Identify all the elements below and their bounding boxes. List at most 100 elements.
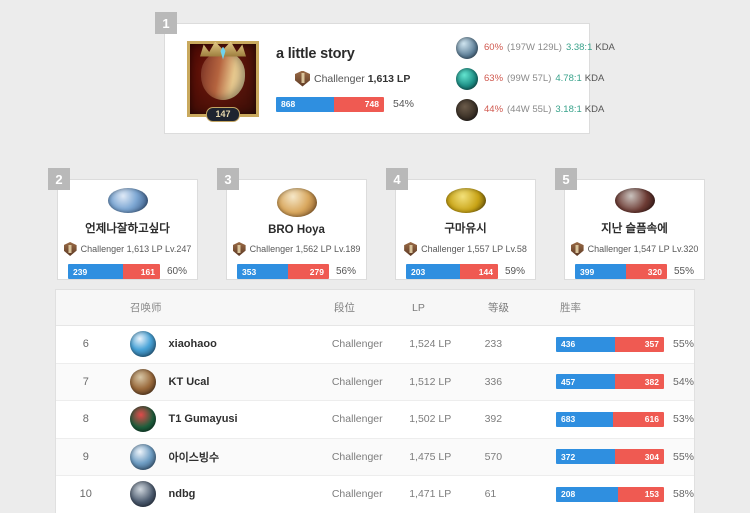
- tier-text: Challenger 1,613 LP: [314, 73, 410, 85]
- summoner-name[interactable]: 언제나잘하고싶다: [85, 223, 170, 235]
- summoner-name[interactable]: 지난 슬픔속에: [601, 223, 668, 235]
- summoner-name[interactable]: 구마유시: [444, 223, 487, 235]
- winloss-bar: 399 320: [574, 264, 667, 279]
- wins-segment: 203: [405, 264, 460, 279]
- wins-segment: 208: [555, 486, 619, 502]
- winrate-percent: 54%: [393, 98, 415, 110]
- rank-3-card[interactable]: BRO Hoya Challenger 1,562 LP Lv.189 353 …: [226, 179, 367, 280]
- rank-4-card[interactable]: 구마유시 Challenger 1,557 LP Lv.58 203 144 5…: [395, 179, 536, 280]
- row-summoner-name[interactable]: ndbg: [168, 488, 196, 501]
- champion-kda: 4.78:1: [555, 73, 582, 84]
- row-summoner-name[interactable]: KT Ucal: [168, 375, 210, 388]
- table-row[interactable]: 8 T1 Gumayusi Challenger 1,502 LP 392 68…: [56, 401, 694, 439]
- header-level[interactable]: 等级: [488, 302, 509, 314]
- table-row[interactable]: 7 KT Ucal Challenger 1,512 LP 336 457 38…: [56, 363, 694, 401]
- summoner-avatar-icon: [129, 406, 156, 433]
- summoner-avatar-icon: [276, 188, 317, 217]
- rank-5-card-wrapper[interactable]: 5 지난 슬픔속에 Challenger 1,547 LP Lv.320 399…: [555, 168, 705, 280]
- row-rank: 9: [82, 450, 89, 463]
- wins-segment: 436: [555, 336, 616, 352]
- champion-record: (44W 55L): [507, 104, 552, 115]
- champion-stats-list: 60% (197W 129L) 3.38:1 KDA 63% (99W 57L)…: [456, 36, 615, 121]
- row-summoner[interactable]: xiaohaoo: [116, 331, 332, 358]
- row-tier: Challenger: [331, 375, 383, 388]
- row-tier: Challenger: [331, 338, 383, 351]
- winrate-percent: 54%: [672, 375, 694, 388]
- losses-segment: 357: [615, 336, 664, 352]
- winloss-bar: 457 382: [555, 374, 664, 390]
- row-summoner[interactable]: KT Ucal: [116, 368, 332, 395]
- losses-segment: 304: [615, 449, 664, 465]
- row-level: 570: [484, 450, 503, 463]
- header-tier[interactable]: 段位: [334, 302, 355, 314]
- row-summoner-name[interactable]: T1 Gumayusi: [168, 413, 238, 426]
- row-summoner[interactable]: 아이스빙수: [116, 443, 332, 470]
- row-summoner-name[interactable]: xiaohaoo: [168, 338, 217, 351]
- row-lp: 1,471 LP: [409, 488, 452, 501]
- rank-2-card[interactable]: 언제나잘하고싶다 Challenger 1,613 LP Lv.247 239 …: [57, 179, 198, 280]
- table-row[interactable]: 10 ndbg Challenger 1,471 LP 61 208 153 5…: [56, 476, 694, 513]
- rank-1-card[interactable]: 147 a little story Challenger 1,613 LP 8…: [164, 23, 615, 134]
- summoner-avatar-icon: [614, 188, 655, 213]
- champion-icon-2: [456, 67, 478, 90]
- winrate-percent: 56%: [335, 266, 356, 277]
- rank-1-info: a little story Challenger 1,613 LP 868 7…: [276, 46, 428, 112]
- winrate-percent: 55%: [673, 266, 694, 277]
- row-lp: 1,502 LP: [409, 413, 452, 426]
- winloss-bar: 683 616: [555, 411, 664, 427]
- row-summoner[interactable]: ndbg: [116, 481, 332, 508]
- rank-badge-2: 2: [48, 168, 70, 190]
- tier-text: Challenger 1,557 LP Lv.58: [421, 244, 527, 254]
- summoner-avatar-icon: [107, 188, 148, 213]
- row-level: 336: [484, 375, 503, 388]
- rank-5-card[interactable]: 지난 슬픔속에 Challenger 1,547 LP Lv.320 399 3…: [564, 179, 705, 280]
- summoner-name[interactable]: a little story: [276, 45, 355, 62]
- losses-segment: 616: [612, 411, 664, 427]
- table-row[interactable]: 6 xiaohaoo Challenger 1,524 LP 233 436 3…: [56, 326, 694, 364]
- champion-winrate: 44%: [484, 104, 504, 115]
- rank-4-card-wrapper[interactable]: 4 구마유시 Challenger 1,557 LP Lv.58 203 144…: [386, 168, 536, 280]
- row-level: 392: [484, 413, 503, 426]
- summoner-avatar-icon: [129, 443, 156, 470]
- champion-kda-label: KDA: [584, 104, 605, 115]
- tier-row: Challenger 1,547 LP Lv.320: [570, 242, 698, 256]
- winrate-percent: 55%: [672, 450, 694, 463]
- summoner-name[interactable]: BRO Hoya: [268, 224, 325, 236]
- header-winrate[interactable]: 胜率: [560, 302, 581, 314]
- champion-record: (99W 57L): [507, 73, 552, 84]
- row-winrate: 372 304 55%: [555, 449, 694, 465]
- rank-badge-1: 1: [155, 12, 177, 34]
- champion-stat-row: 63% (99W 57L) 4.78:1 KDA: [456, 67, 615, 90]
- winrate-percent: 55%: [672, 338, 694, 351]
- losses-segment: 161: [123, 264, 160, 279]
- row-winrate: 436 357 55%: [555, 336, 694, 352]
- row-level: 233: [484, 338, 503, 351]
- rank-3-card-wrapper[interactable]: 3 BRO Hoya Challenger 1,562 LP Lv.189 35…: [217, 168, 367, 280]
- header-lp[interactable]: LP: [412, 301, 425, 314]
- winloss-bar-row: 239 161 60%: [67, 264, 187, 279]
- champion-kda-label: KDA: [595, 42, 615, 53]
- row-summoner[interactable]: T1 Gumayusi: [116, 406, 332, 433]
- leaderboard-table: 召唤师 段位 LP 等级 胜率 6 xiaohaoo Challenger 1,…: [55, 289, 695, 513]
- summoner-avatar-icon: [445, 188, 486, 213]
- row-tier: Challenger: [331, 413, 383, 426]
- rank-1-card-wrapper[interactable]: 1 147 a little story Challenger 1,613 LP: [155, 12, 615, 134]
- champion-record: (197W 129L): [507, 42, 562, 53]
- tier-row: Challenger 1,613 LP: [276, 70, 428, 87]
- challenger-emblem-icon: [404, 242, 418, 256]
- tier-row: Challenger 1,613 LP Lv.247: [63, 242, 191, 256]
- row-winrate: 457 382 54%: [555, 374, 694, 390]
- champion-winrate: 63%: [484, 73, 504, 84]
- wins-segment: 372: [555, 449, 616, 465]
- row-level: 61: [484, 488, 497, 501]
- champion-stat-row: 44% (44W 55L) 3.18:1 KDA: [456, 98, 615, 121]
- rank-badge-4: 4: [386, 168, 408, 190]
- header-summoner[interactable]: 召唤师: [130, 302, 162, 314]
- row-winrate: 683 616 53%: [555, 411, 694, 427]
- row-summoner-name[interactable]: 아이스빙수: [168, 451, 220, 464]
- row-rank: 8: [82, 413, 89, 426]
- winloss-bar: 868 748: [276, 96, 384, 112]
- rank-2-card-wrapper[interactable]: 2 언제나잘하고싶다 Challenger 1,613 LP Lv.247 23…: [48, 168, 198, 280]
- table-row[interactable]: 9 아이스빙수 Challenger 1,475 LP 570 372 304 …: [56, 438, 694, 476]
